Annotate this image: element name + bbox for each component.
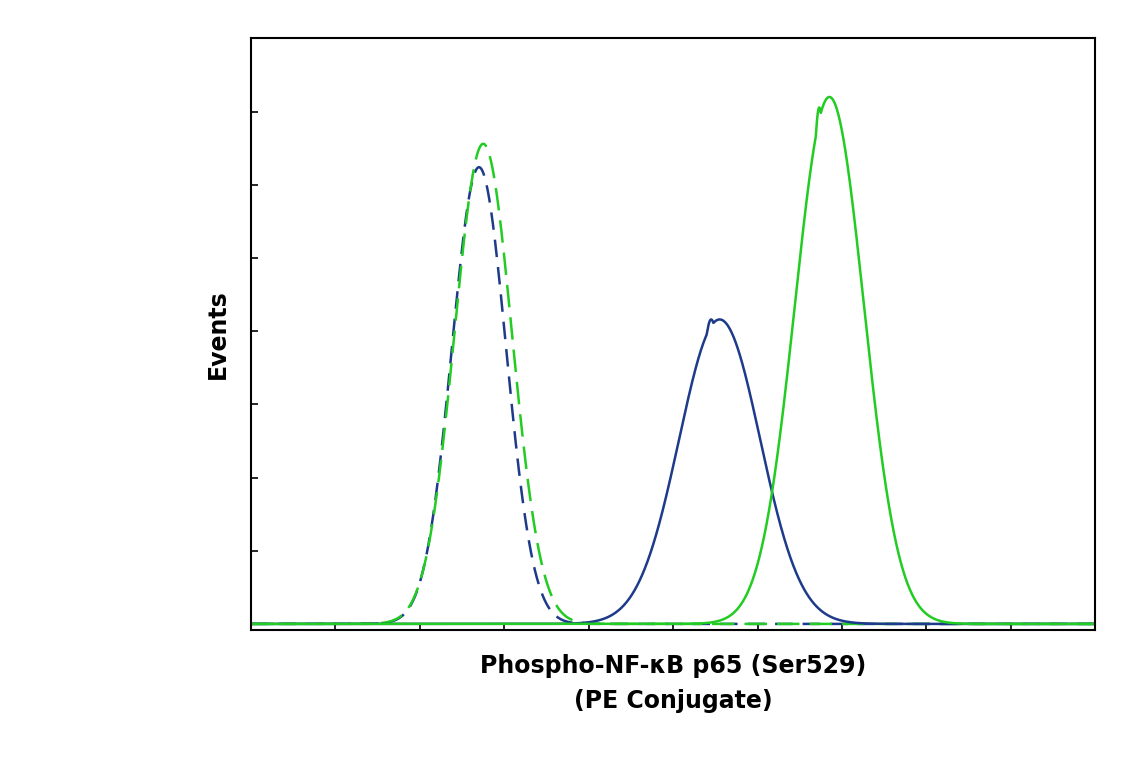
- Y-axis label: Events: Events: [205, 290, 229, 379]
- X-axis label: Phospho-NF-κB p65 (Ser529)
(PE Conjugate): Phospho-NF-κB p65 (Ser529) (PE Conjugate…: [480, 654, 866, 713]
